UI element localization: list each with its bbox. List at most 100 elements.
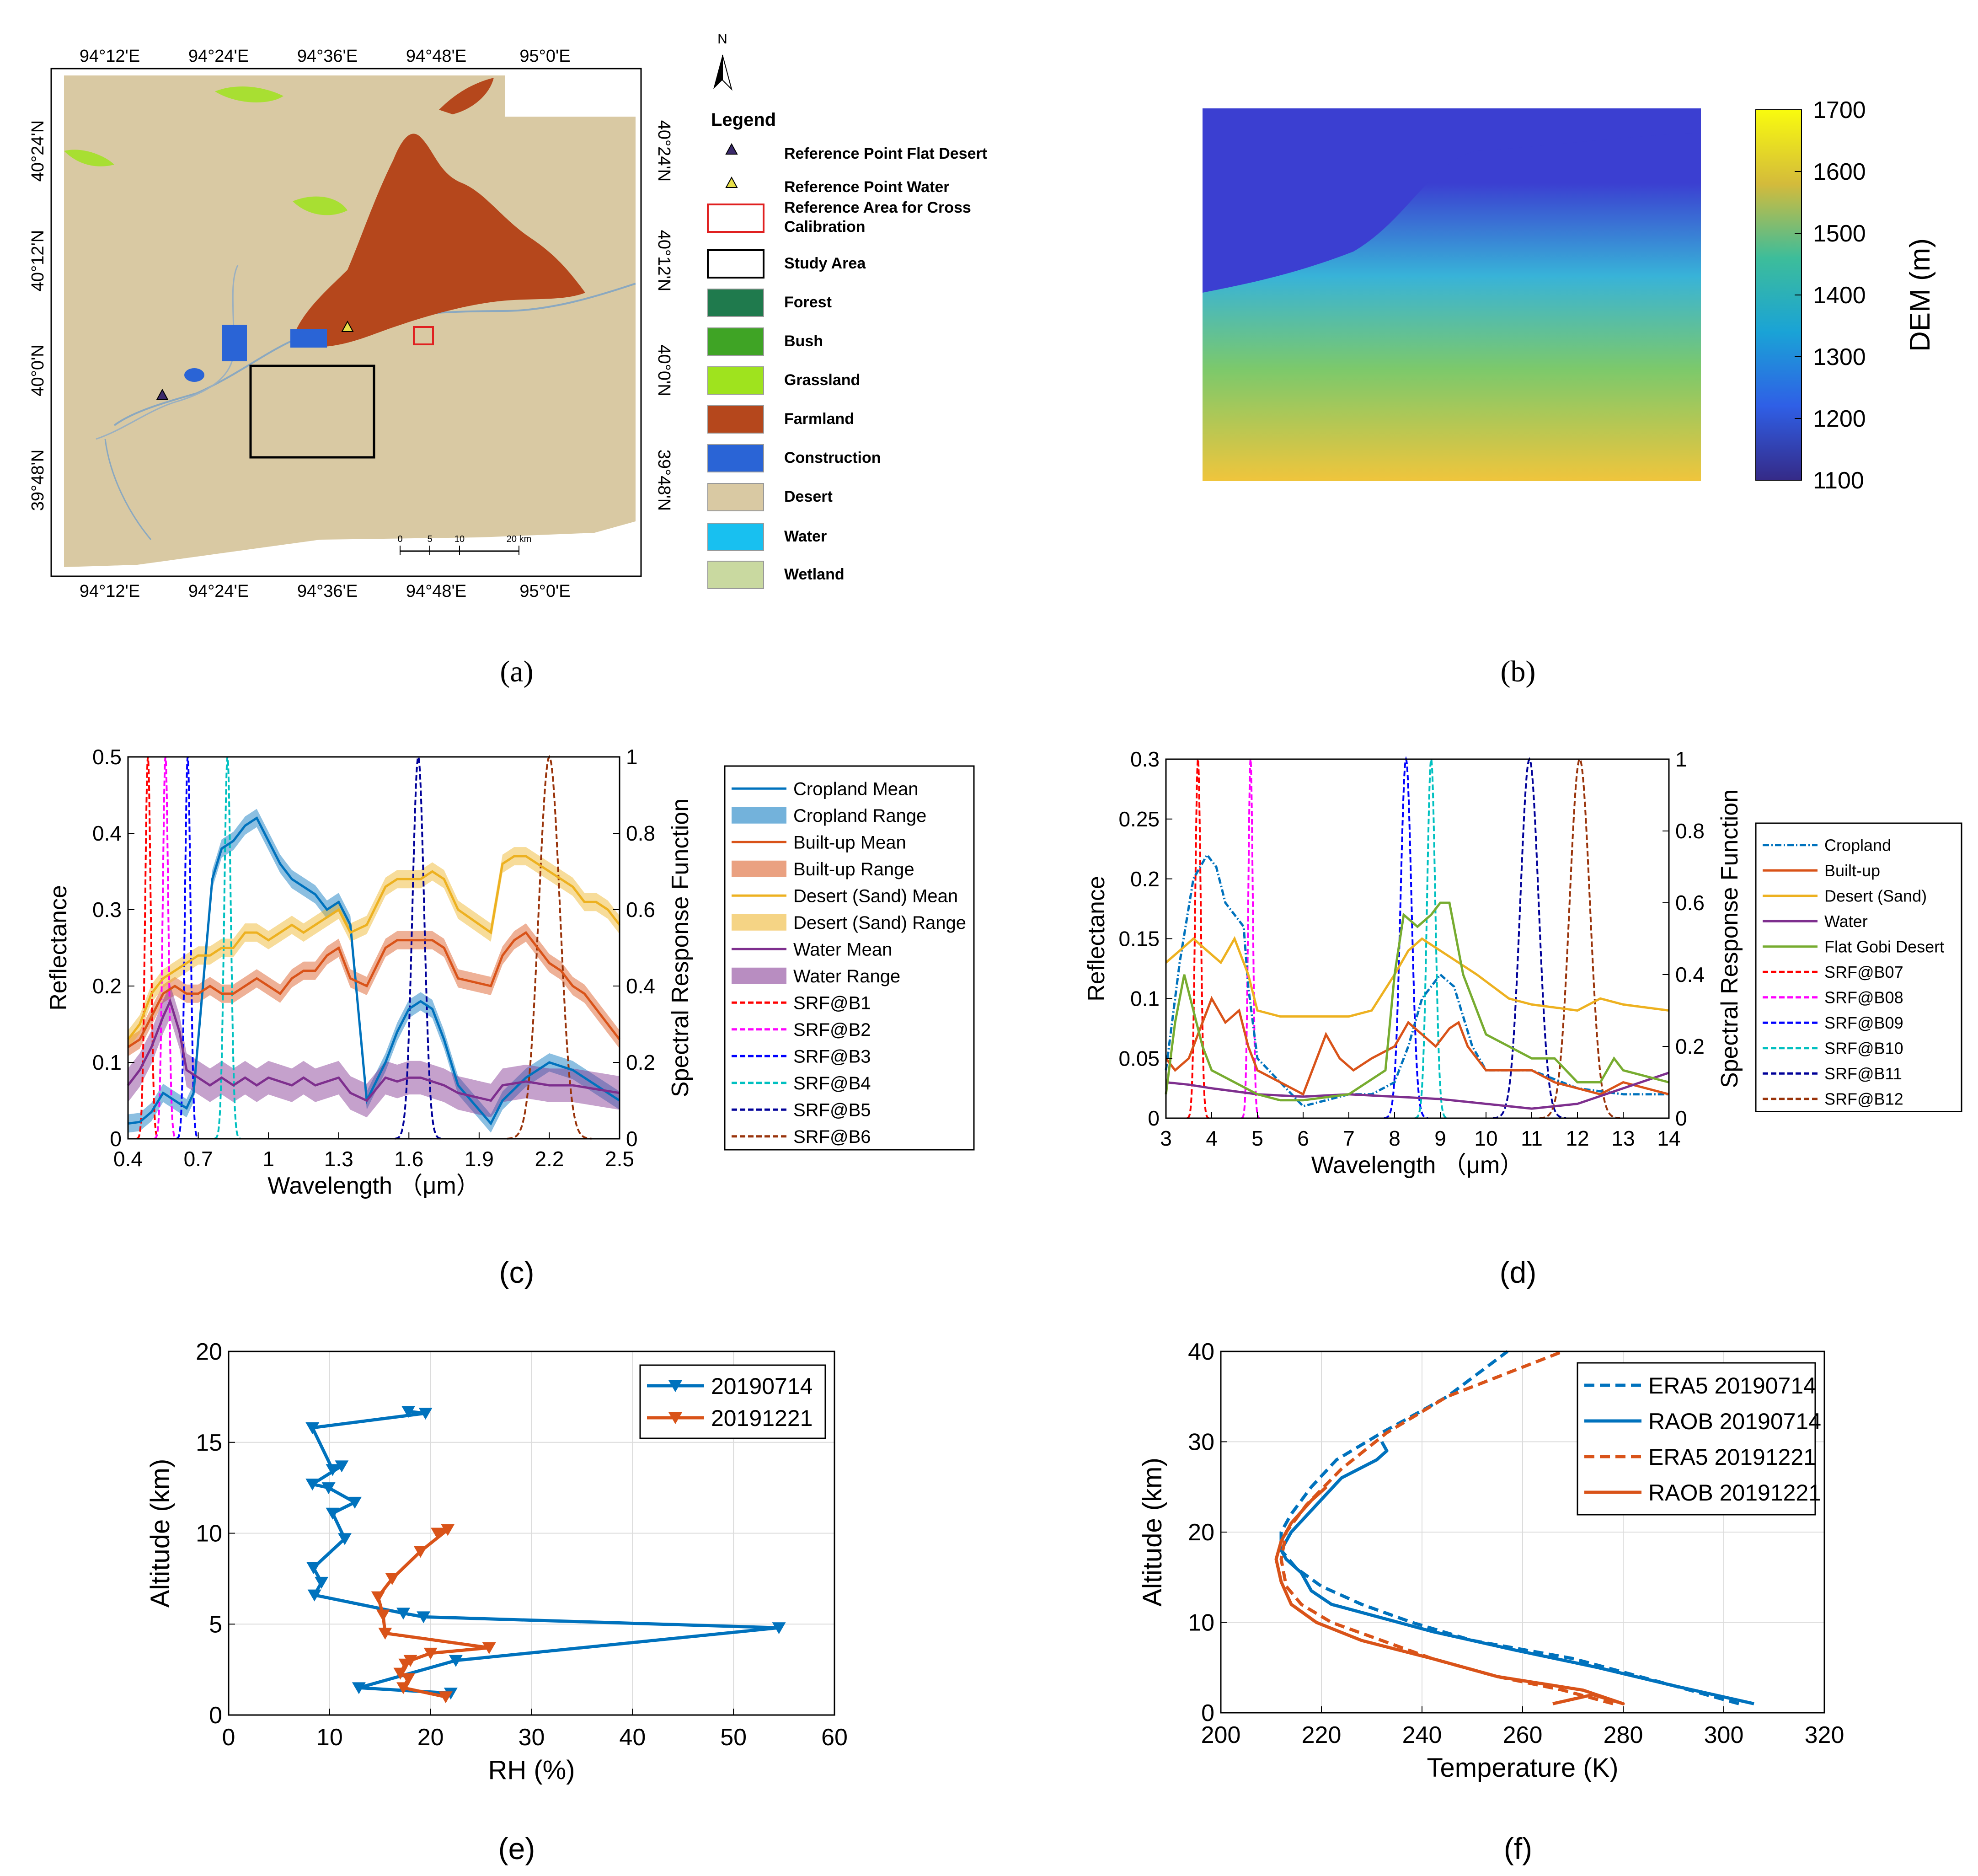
x-tick-label: 30 xyxy=(519,1724,545,1751)
reference-point-flat-desert xyxy=(156,388,169,400)
farmland-north xyxy=(439,78,494,114)
legend-label: Flat Gobi Desert xyxy=(1824,937,1944,956)
x-tick-label: 12 xyxy=(1566,1126,1589,1150)
y-tick-label: 0.2 xyxy=(1130,867,1160,891)
x-tick-label: 240 xyxy=(1402,1722,1442,1748)
panel-b-dem: 1700 1600 1500 1400 1300 1200 1100 DEM (m) (b) xyxy=(1203,97,1936,688)
map-legend: Reference Point Flat Desert Reference Poi… xyxy=(707,143,987,589)
x-tick-label: 10 xyxy=(316,1724,343,1751)
lat-tick-right: 39°48'N xyxy=(654,450,674,511)
legend-band-swatch xyxy=(732,967,786,984)
lon-tick-bottom: 94°24'E xyxy=(188,582,249,601)
legend-label: Desert (Sand) xyxy=(1824,886,1927,905)
data-point-marker xyxy=(335,1460,349,1473)
axes-frame xyxy=(127,756,620,1140)
legend-label: SRF@B12 xyxy=(1824,1089,1903,1108)
x-axis-label: Temperature (K) xyxy=(1427,1753,1618,1783)
legend-label: SRF@B09 xyxy=(1824,1013,1903,1032)
data-point-marker xyxy=(376,1609,390,1622)
series-line xyxy=(1165,936,1669,1018)
y-tick-label: 0.3 xyxy=(92,898,122,922)
legend-box xyxy=(724,765,975,1151)
y-tick-label: 0.25 xyxy=(1118,807,1160,831)
x-tick-label: 40 xyxy=(619,1724,646,1751)
lon-tick-bottom: 94°36'E xyxy=(297,582,358,601)
y-tick-label: 5 xyxy=(209,1611,222,1638)
legend-label: SRF@B10 xyxy=(1824,1039,1903,1057)
legend-label: Desert (Sand) Mean xyxy=(793,886,958,906)
construction-block-3 xyxy=(184,368,204,382)
colorbar-tick-label: 1600 xyxy=(1813,159,1866,185)
legend-label: SRF@B1 xyxy=(793,993,871,1013)
series-line xyxy=(127,855,620,1040)
legend-label: Built-up Mean xyxy=(793,832,906,852)
legend-label: Built-up Range xyxy=(793,859,914,879)
panel-e-chart: 0 10 20 30 40 50 60 0 5 10 15 20 RH (%) Altitude (km)… xyxy=(145,1339,848,1865)
y2-axis-label: Spectral Response Function xyxy=(667,799,694,1097)
legend-box-icon xyxy=(707,204,764,233)
lat-tick-right: 40°12'N xyxy=(654,230,674,291)
colorbar-tick-label: 1700 xyxy=(1813,97,1866,123)
legend-label: Reference Point Flat Desert xyxy=(784,145,987,162)
x-tick-label: 0.4 xyxy=(113,1147,143,1171)
data-point-marker xyxy=(403,1655,417,1667)
grassland-patch xyxy=(215,86,283,102)
legend-box xyxy=(639,1364,826,1439)
y-tick-label: 0.05 xyxy=(1118,1046,1160,1070)
caption-e: (e) xyxy=(498,1832,535,1865)
y2-tick-label: 0.6 xyxy=(626,898,655,922)
data-point-marker xyxy=(441,1524,455,1536)
legend-label: Water Mean xyxy=(793,939,892,959)
data-point-marker xyxy=(423,1647,438,1660)
y2-axis-label: Spectral Response Function xyxy=(1716,789,1743,1088)
y-axis-label: Reflectance xyxy=(45,885,72,1011)
legend-label: SRF@B3 xyxy=(793,1046,871,1067)
srf-curve xyxy=(1539,757,1620,1119)
legend-label: Reference Point Water xyxy=(784,178,950,196)
legend-label: Cropland Range xyxy=(793,806,926,826)
lon-tick-top: 94°24'E xyxy=(188,47,249,66)
legend-label: Reference Area for Cross xyxy=(784,199,971,216)
srf-curve xyxy=(1414,759,1448,1119)
y-tick-label: 0.3 xyxy=(1130,747,1160,771)
lat-tick-left: 39°48'N xyxy=(28,450,48,511)
legend-swatch xyxy=(707,523,764,551)
lon-tick-top: 94°36'E xyxy=(297,47,358,66)
legend-marker xyxy=(668,1412,682,1424)
dem-colorbar xyxy=(1755,109,1802,481)
y2-tick-label: 1 xyxy=(626,745,638,769)
x-tick-label: 0 xyxy=(222,1724,235,1751)
dem-lowland xyxy=(1203,108,1701,293)
study-area-box xyxy=(249,364,375,459)
legend-swatch xyxy=(707,366,764,395)
legend-label: 20190714 xyxy=(711,1373,813,1399)
legend-band-swatch xyxy=(732,914,786,931)
data-point-marker xyxy=(307,1589,321,1602)
legend-label: SRF@B4 xyxy=(793,1073,871,1093)
x-tick-label: 50 xyxy=(720,1724,747,1751)
legend-label: Water Range xyxy=(793,966,900,986)
x-tick-label: 0.7 xyxy=(184,1147,213,1171)
data-point-marker xyxy=(315,1576,329,1589)
panel-a-map: 0 5 10 20 km 94°12'E 94°24'E 94°36'E 94°… xyxy=(28,32,987,688)
srf-curve xyxy=(395,753,442,1140)
y-axis-label: Reflectance xyxy=(1083,876,1110,1002)
legend-label: Cropland xyxy=(1824,836,1891,854)
series-line xyxy=(127,998,620,1102)
data-point-marker xyxy=(449,1655,463,1667)
legend-label: SRF@B6 xyxy=(793,1127,871,1147)
x-tick-label: 2.2 xyxy=(535,1147,564,1171)
x-tick-label: 11 xyxy=(1521,1126,1543,1150)
legend-band-swatch xyxy=(732,807,786,824)
data-point-marker xyxy=(417,1611,431,1624)
y-tick-label: 0 xyxy=(209,1702,222,1729)
y-tick-label: 0.15 xyxy=(1118,927,1160,951)
y2-tick-label: 0.8 xyxy=(626,821,655,845)
y2-tick-label: 0 xyxy=(626,1127,638,1151)
series-range-band xyxy=(128,984,620,1118)
x-axis-label: Wavelength （μm） xyxy=(1311,1152,1524,1179)
y-tick-label: 0.4 xyxy=(92,821,122,845)
y-tick-label: 15 xyxy=(196,1430,222,1456)
x-tick-label: 200 xyxy=(1201,1722,1241,1748)
lon-tick-top: 94°48'E xyxy=(406,47,466,66)
